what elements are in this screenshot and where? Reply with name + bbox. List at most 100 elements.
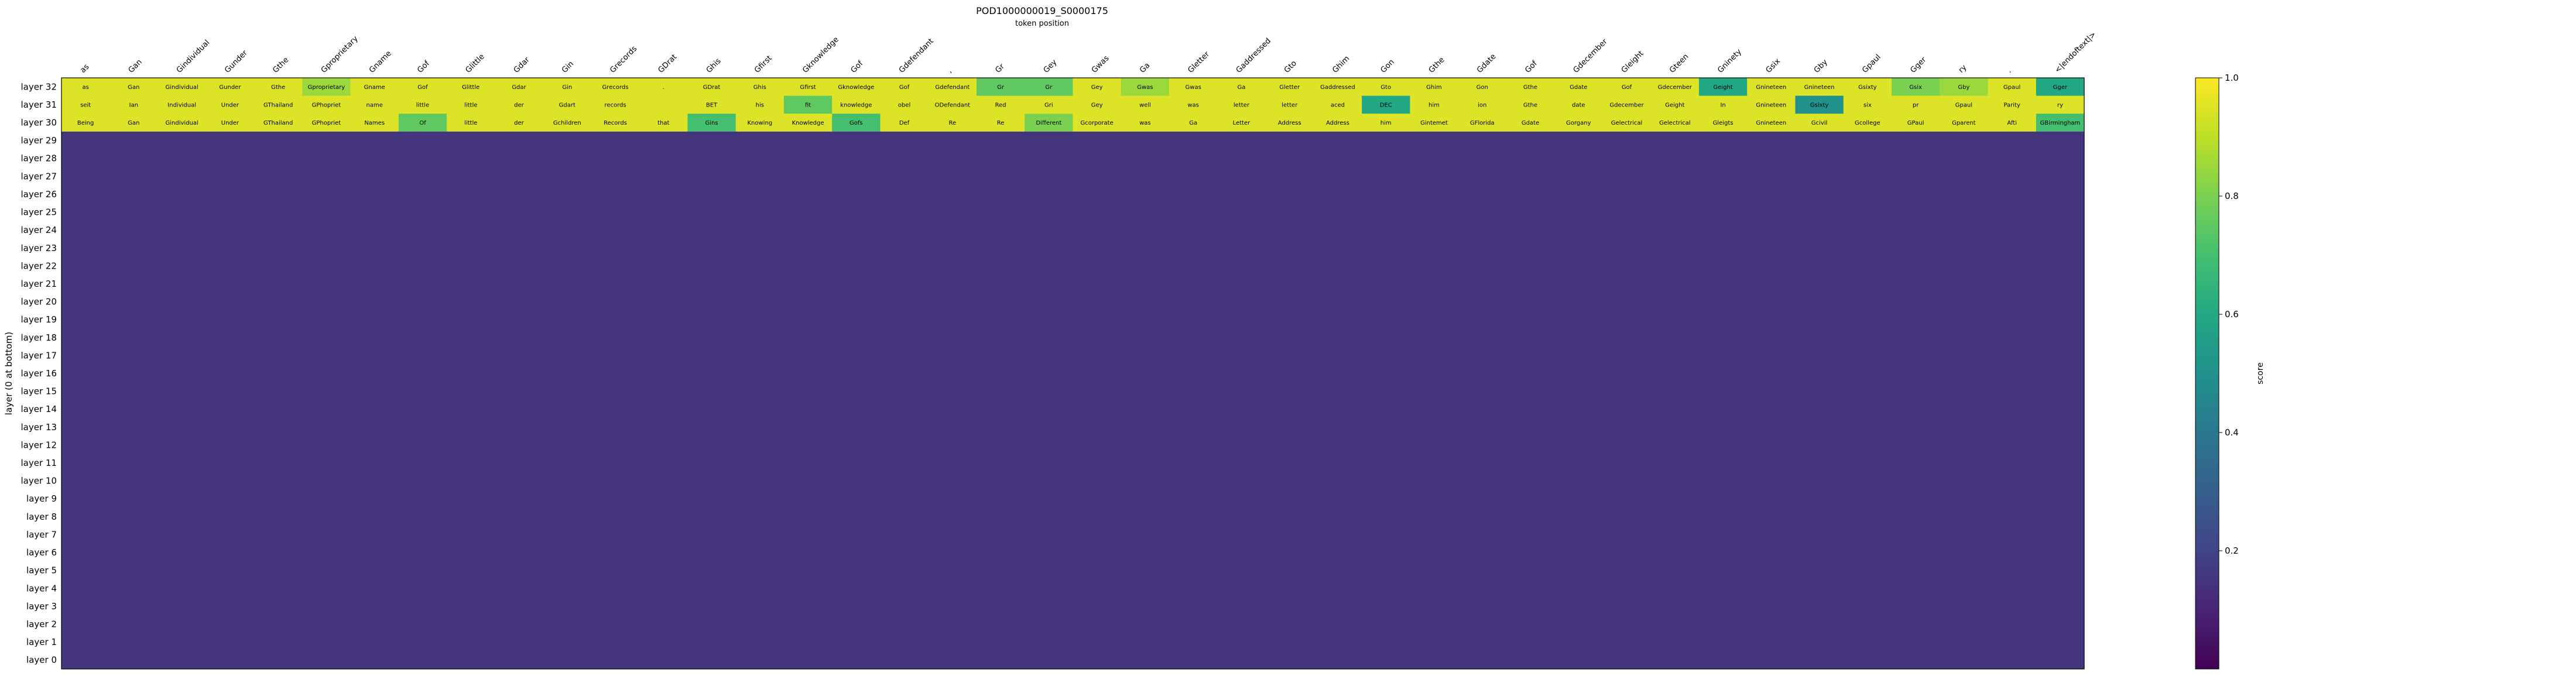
heatmap-cell [591, 203, 640, 222]
heatmap-cell [687, 239, 737, 258]
heatmap-cell [1410, 472, 1459, 490]
heatmap-cell [1795, 489, 1844, 509]
heatmap-cell [1843, 400, 1892, 419]
cell-label: Ghim [1426, 84, 1442, 91]
heatmap-cell [1362, 346, 1410, 365]
heatmap-cell [591, 579, 640, 598]
heatmap-cell [687, 418, 737, 437]
heatmap-cell [1747, 346, 1796, 365]
heatmap-cell [302, 293, 351, 311]
heatmap-cell [976, 78, 1025, 97]
heatmap-cell [591, 436, 640, 455]
heatmap-cell [591, 526, 640, 544]
heatmap-cell [591, 543, 640, 562]
heatmap-cell [1554, 78, 1603, 97]
heatmap-cell [639, 454, 688, 472]
heatmap-cell [1698, 579, 1748, 598]
heatmap-cell [1073, 382, 1122, 401]
heatmap-cell [1602, 489, 1652, 509]
heatmap-cell [1458, 543, 1507, 562]
heatmap-cell [350, 328, 399, 347]
column-label: Grecords [608, 44, 639, 75]
heatmap-cell [398, 472, 447, 490]
heatmap-cell [61, 203, 110, 222]
cell-label: date [1572, 102, 1585, 108]
heatmap-cell [832, 418, 881, 437]
heatmap-cell [1362, 543, 1410, 562]
heatmap-cell [1650, 346, 1700, 365]
heatmap-cell [735, 239, 785, 258]
heatmap-cell [543, 489, 592, 509]
heatmap-cell [1650, 131, 1700, 150]
heatmap-cell [1410, 579, 1459, 598]
heatmap-cell [1602, 185, 1652, 204]
heatmap-cell [205, 418, 255, 437]
heatmap-cell [1265, 274, 1314, 293]
heatmap-cell [157, 185, 207, 204]
heatmap-cell [1747, 561, 1796, 580]
heatmap-cell [1169, 185, 1218, 204]
heatmap-cell [1458, 167, 1507, 186]
heatmap-cell [2036, 507, 2085, 526]
heatmap-cell [61, 310, 110, 329]
heatmap-cell [1747, 651, 1796, 670]
heatmap-cell [1073, 293, 1122, 311]
heatmap-cell [976, 239, 1025, 258]
heatmap-cell [398, 185, 447, 204]
row-label: layer 20 [21, 297, 57, 307]
heatmap-cell [832, 221, 881, 239]
heatmap-cell [783, 651, 833, 670]
heatmap-cell [1313, 615, 1362, 634]
cell-label: der [514, 120, 525, 126]
heatmap-cell [1602, 239, 1652, 258]
heatmap-cell [1698, 400, 1748, 419]
heatmap-cell [2036, 114, 2085, 132]
cell-label: aced [1331, 102, 1345, 108]
heatmap-cell [1169, 149, 1218, 168]
heatmap-cell [254, 78, 303, 97]
heatmap-cell [1458, 418, 1507, 437]
heatmap-cell [109, 615, 159, 634]
heatmap-cell [109, 364, 159, 383]
heatmap-cell [61, 239, 110, 258]
heatmap-cell [1217, 436, 1266, 455]
row-label: layer 12 [21, 440, 57, 450]
heatmap-cell [1602, 400, 1652, 419]
column-label: . [2005, 67, 2013, 75]
cell-label: Gcorporate [1080, 120, 1113, 126]
heatmap-cell [543, 167, 592, 186]
cell-label: Gknowledge [838, 84, 874, 91]
heatmap-cell [447, 507, 495, 526]
heatmap-cell [1217, 78, 1266, 97]
heatmap-cell [783, 293, 833, 311]
heatmap-cell [1362, 400, 1410, 419]
heatmap-cell [1169, 274, 1218, 293]
heatmap-cell [1362, 149, 1410, 168]
heatmap-cell [495, 615, 544, 634]
heatmap-cell [1025, 167, 1073, 186]
heatmap-cell [205, 579, 255, 598]
heatmap-cell [447, 114, 495, 132]
cell-label: Address [1278, 120, 1301, 126]
heatmap-cell [639, 257, 688, 276]
heatmap-cell [639, 328, 688, 347]
heatmap-cell [543, 418, 592, 437]
row-label: layer 19 [21, 314, 57, 325]
heatmap-cell [880, 239, 929, 258]
heatmap-cell [1073, 400, 1122, 419]
column-label: Gleight [1620, 49, 1646, 75]
heatmap-cell [1602, 364, 1652, 383]
heatmap-cell [1506, 526, 1555, 544]
heatmap-cell [157, 489, 207, 509]
heatmap-cell [1747, 167, 1796, 186]
heatmap-cell [1747, 418, 1796, 437]
heatmap-cell [639, 167, 688, 186]
heatmap-cell [1506, 167, 1555, 186]
heatmap-cell [1988, 114, 2037, 132]
heatmap-cell [1795, 346, 1844, 365]
heatmap-cell [350, 418, 399, 437]
heatmap-cell [783, 382, 833, 401]
heatmap-cell [1025, 418, 1073, 437]
heatmap-cell [1169, 436, 1218, 455]
heatmap-cell [350, 114, 399, 132]
